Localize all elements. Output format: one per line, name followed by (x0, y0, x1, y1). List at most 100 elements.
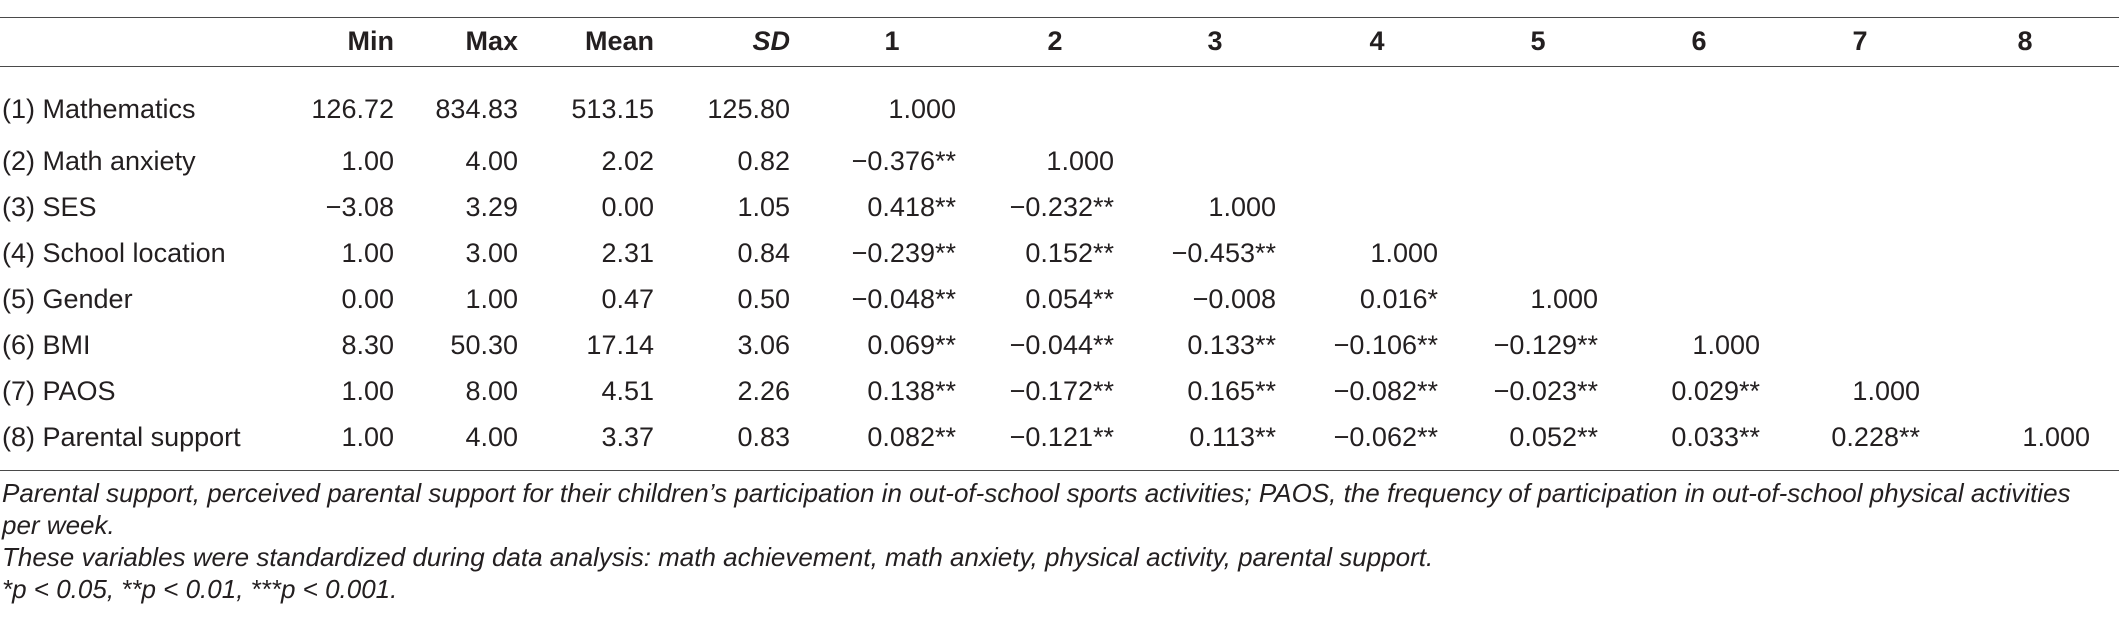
header-cell-sd: SD (752, 25, 790, 56)
correlation-cell (1780, 322, 1940, 368)
correlation-cell: 1.000 (1692, 329, 1760, 360)
correlation-cell: 0.069** (867, 329, 956, 360)
row-label: (2) Math anxiety (2, 145, 196, 176)
correlation-cell: −0.044** (1009, 329, 1114, 360)
table-row: (7) PAOS 1.00 8.00 4.51 2.26 0.138** −0.172** 0… (0, 368, 2110, 414)
correlation-cell: 1.000 (1208, 191, 1276, 222)
correlation-cell (976, 62, 1134, 138)
row-label: (4) School location (2, 237, 226, 268)
correlation-cell (1618, 138, 1780, 184)
correlation-cell (1618, 184, 1780, 230)
correlation-cell (1134, 62, 1296, 138)
descriptive-cell: 4.51 (601, 375, 654, 406)
correlation-cell: 0.138** (867, 375, 956, 406)
correlation-cell (1458, 62, 1618, 138)
correlation-cell: 0.082** (867, 421, 956, 452)
correlation-cell (1296, 184, 1458, 230)
correlation-cell (1458, 138, 1618, 184)
correlation-cell (1618, 62, 1780, 138)
descriptive-cell: −3.08 (325, 191, 394, 222)
descriptive-cell: 1.00 (341, 421, 394, 452)
descriptive-cell: 2.31 (601, 237, 654, 268)
descriptive-cell: 0.84 (737, 237, 790, 268)
correlation-cell: −0.008 (1192, 283, 1276, 314)
header-cell-variable (0, 20, 290, 62)
correlation-cell (1780, 276, 1940, 322)
correlation-cell: 0.152** (1025, 237, 1114, 268)
table-body: (1) Mathematics 126.72 834.83 513.15 125.80 1… (0, 62, 2110, 460)
correlation-cell: −0.106** (1333, 329, 1438, 360)
descriptive-cell: 0.82 (737, 145, 790, 176)
row-label: (3) SES (2, 191, 97, 222)
table-row: (4) School location 1.00 3.00 2.31 0.84 −0.23… (0, 230, 2110, 276)
correlation-cell: −0.129** (1493, 329, 1598, 360)
descriptive-cell: 1.00 (341, 375, 394, 406)
descriptive-cell: 834.83 (435, 93, 518, 124)
table-row: (5) Gender 0.00 1.00 0.47 0.50 −0.048** 0.054*… (0, 276, 2110, 322)
descriptive-cell: 0.50 (737, 283, 790, 314)
correlation-cell: −0.048** (851, 283, 956, 314)
row-label: (5) Gender (2, 283, 133, 314)
row-label: (7) PAOS (2, 375, 116, 406)
correlation-cell: −0.239** (851, 237, 956, 268)
correlation-cell: 1.000 (1852, 375, 1920, 406)
correlation-cell (1458, 184, 1618, 230)
descriptive-cell: 2.26 (737, 375, 790, 406)
correlation-cell: 0.033** (1671, 421, 1760, 452)
table-row: (2) Math anxiety 1.00 4.00 2.02 0.82 −0.376**… (0, 138, 2110, 184)
correlation-cell: −0.082** (1333, 375, 1438, 406)
header-cell-8: 8 (2017, 25, 2033, 56)
bottom-rule (0, 470, 2119, 471)
header-row: Min Max Mean SD 1 2 3 4 5 6 7 8 (0, 20, 2110, 62)
table-row: (3) SES −3.08 3.29 0.00 1.05 0.418** −0.232** 1… (0, 184, 2110, 230)
descriptive-cell: 3.06 (737, 329, 790, 360)
header-cell-3: 3 (1207, 25, 1223, 56)
table-notes: Parental support, perceived parental sup… (2, 477, 2112, 605)
correlation-cell: 0.054** (1025, 283, 1114, 314)
correlation-cell (1780, 62, 1940, 138)
correlation-cell (1780, 230, 1940, 276)
header-cell-min: Min (347, 25, 395, 56)
table-row: (8) Parental support 1.00 4.00 3.37 0.83 0.08… (0, 414, 2110, 460)
correlation-cell: 1.000 (2022, 421, 2090, 452)
row-label: (8) Parental support (2, 421, 241, 452)
descriptive-cell: 8.00 (465, 375, 518, 406)
top-rule (0, 17, 2119, 18)
descriptive-cell: 8.30 (341, 329, 394, 360)
descriptive-cell: 2.02 (601, 145, 654, 176)
descriptive-cell: 3.00 (465, 237, 518, 268)
descriptive-cell: 4.00 (465, 145, 518, 176)
header-rule (0, 66, 2119, 67)
correlation-cell: 0.418** (867, 191, 956, 222)
header-cell-1: 1 (884, 25, 900, 56)
correlation-cell: 1.000 (888, 93, 956, 124)
correlation-cell (1458, 230, 1618, 276)
descriptive-cell: 3.37 (601, 421, 654, 452)
table-row: (6) BMI 8.30 50.30 17.14 3.06 0.069** −0.044**… (0, 322, 2110, 368)
descriptive-cell: 0.83 (737, 421, 790, 452)
correlation-cell: −0.172** (1009, 375, 1114, 406)
correlation-cell (1940, 368, 2110, 414)
descriptive-cell: 0.00 (601, 191, 654, 222)
header-cell-6: 6 (1691, 25, 1707, 56)
correlation-table: Min Max Mean SD 1 2 3 4 5 6 7 8 (1) Math… (0, 20, 2110, 460)
correlation-cell: 0.228** (1831, 421, 1920, 452)
header-cell-2: 2 (1047, 25, 1063, 56)
header-cell-7: 7 (1852, 25, 1868, 56)
descriptive-cell: 1.00 (465, 283, 518, 314)
descriptive-cell: 0.00 (341, 283, 394, 314)
descriptive-cell: 50.30 (450, 329, 518, 360)
correlation-cell (1618, 230, 1780, 276)
correlation-cell (1296, 62, 1458, 138)
correlation-cell: 0.016* (1359, 283, 1438, 314)
header-cell-mean: Mean (584, 25, 654, 56)
correlation-cell (1134, 138, 1296, 184)
header-cell-max: Max (465, 25, 518, 56)
correlation-cell (1780, 184, 1940, 230)
correlation-cell: 1.000 (1370, 237, 1438, 268)
correlation-cell: 0.133** (1187, 329, 1276, 360)
correlation-cell: −0.376** (851, 145, 956, 176)
note-significance: *p < 0.05, **p < 0.01, ***p < 0.001. (2, 574, 398, 604)
correlation-cell (1940, 184, 2110, 230)
descriptive-cell: 17.14 (586, 329, 654, 360)
